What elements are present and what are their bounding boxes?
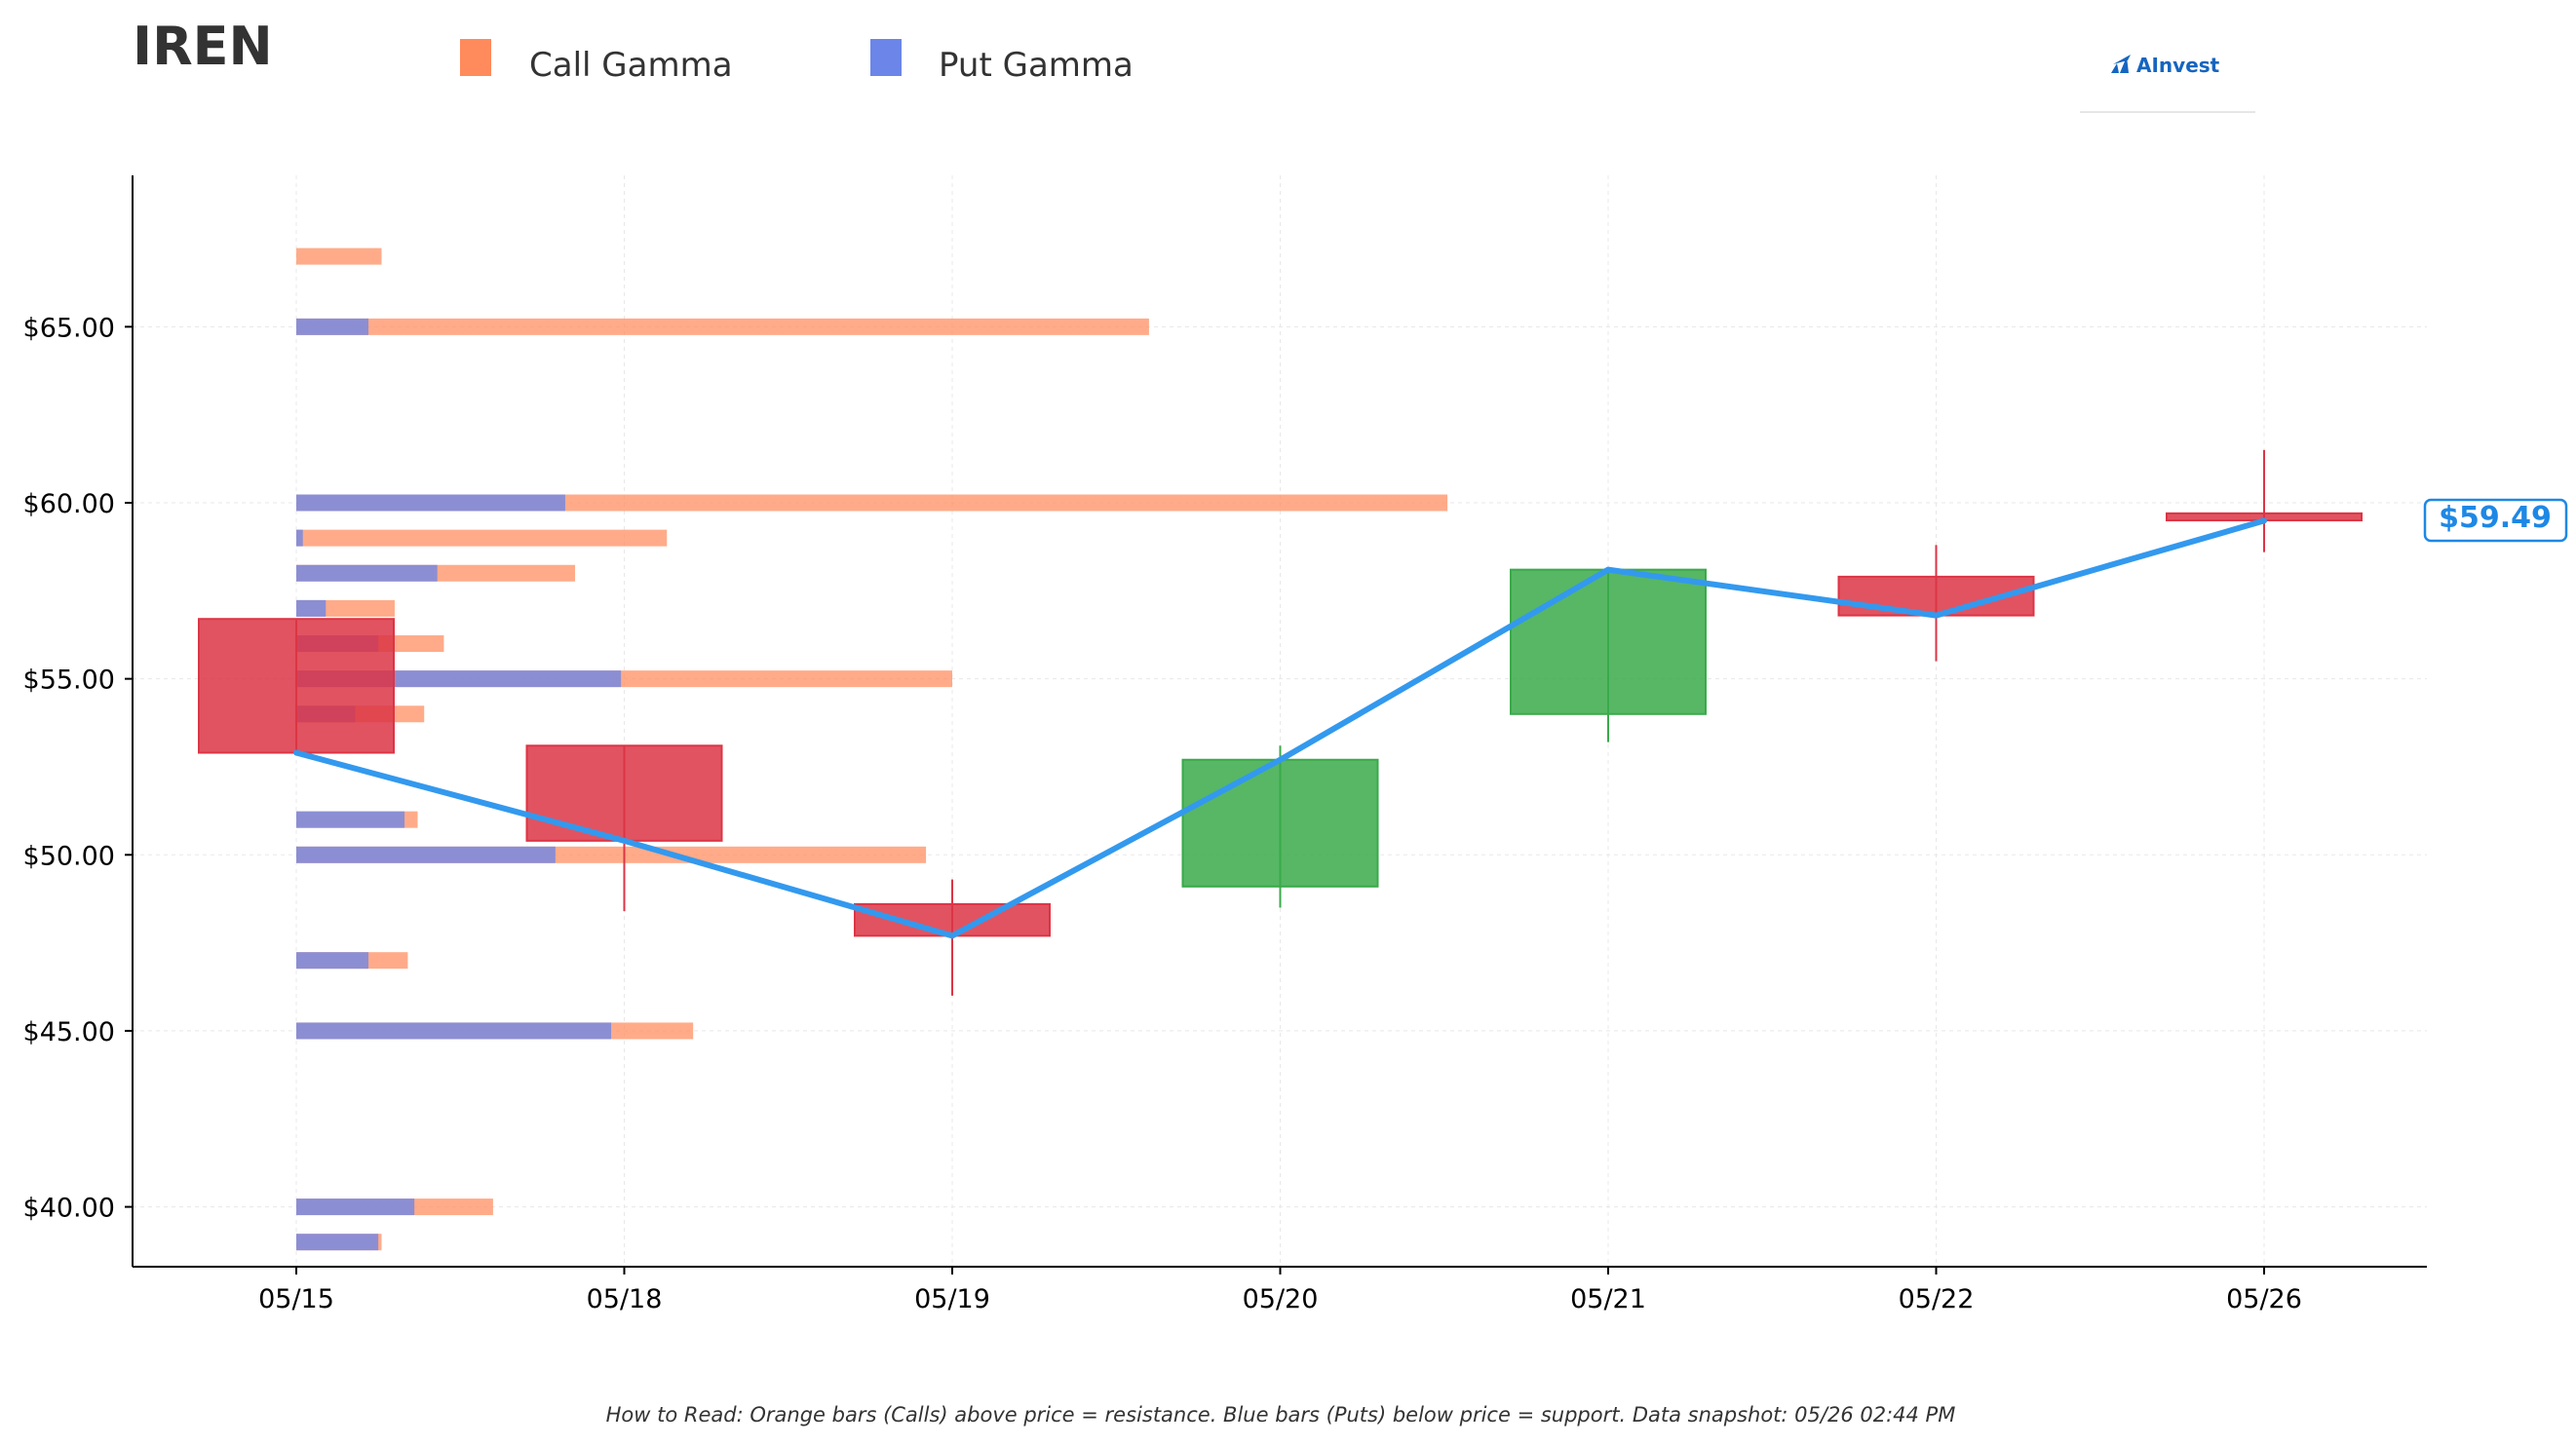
legend-call-label: Call Gamma (529, 46, 733, 85)
gamma-bars (296, 247, 1448, 1251)
put-gamma-bar (296, 1199, 415, 1216)
put-gamma-bar (296, 1234, 379, 1251)
put-gamma-bar (296, 318, 369, 335)
candle-body (1510, 568, 1707, 715)
price-line-layer (293, 517, 2267, 939)
x-tick-label: 05/21 (1570, 1284, 1646, 1314)
put-gamma-bar (296, 494, 565, 512)
legend: Call Gamma Put Gamma (460, 39, 1134, 85)
y-tick-label: $60.00 (23, 489, 115, 519)
put-gamma-bar (296, 529, 303, 547)
put-gamma-bar (296, 1022, 612, 1040)
brand-logo: AInvest (2080, 54, 2255, 113)
y-tick-label: $50.00 (23, 841, 115, 871)
y-tick-label: $65.00 (23, 313, 115, 343)
y-tick-label: $40.00 (23, 1194, 115, 1224)
x-tick-label: 05/19 (914, 1284, 990, 1314)
footnote: How to Read: Orange bars (Calls) above p… (606, 1403, 1956, 1427)
put-gamma-bar (296, 564, 438, 582)
ticker-title: IREN (133, 16, 273, 77)
x-tick-label: 05/15 (258, 1284, 334, 1314)
y-tick-label: $45.00 (23, 1017, 115, 1047)
x-tick-label: 05/22 (1899, 1284, 1975, 1314)
grid (133, 175, 2427, 1267)
put-gamma-bar (296, 846, 556, 863)
candle-body (1181, 758, 1379, 888)
legend-call-swatch (460, 39, 491, 76)
current-price-label: $59.49 (2439, 501, 2552, 535)
legend-put-label: Put Gamma (939, 46, 1134, 85)
brand-chart-icon (2111, 55, 2131, 73)
candles (198, 449, 2363, 996)
call-gamma-bar (296, 247, 382, 265)
y-tick-label: $55.00 (23, 666, 115, 696)
x-tick-label: 05/20 (1243, 1284, 1319, 1314)
current-price-badge: $59.49 (2423, 498, 2568, 543)
candle-body (525, 744, 723, 842)
axes: $40.00 $45.00 $50.00 $55.00 $60.00 $65.00 05/1… (23, 175, 2427, 1314)
legend-put-swatch (870, 39, 902, 76)
candle-body (198, 618, 395, 754)
call-gamma-bar (296, 318, 1149, 335)
price-line (293, 517, 2267, 939)
call-gamma-bar (296, 494, 1448, 512)
call-gamma-bar (296, 529, 668, 547)
brand-name: AInvest (2136, 54, 2220, 77)
put-gamma-bar (296, 599, 327, 617)
put-gamma-bar (296, 811, 405, 828)
put-gamma-bar (296, 952, 369, 970)
price-badge-box (2423, 498, 2568, 543)
x-tick-label: 05/18 (587, 1284, 663, 1314)
x-tick-label: 05/26 (2226, 1284, 2302, 1314)
candle-body (854, 902, 1051, 937)
